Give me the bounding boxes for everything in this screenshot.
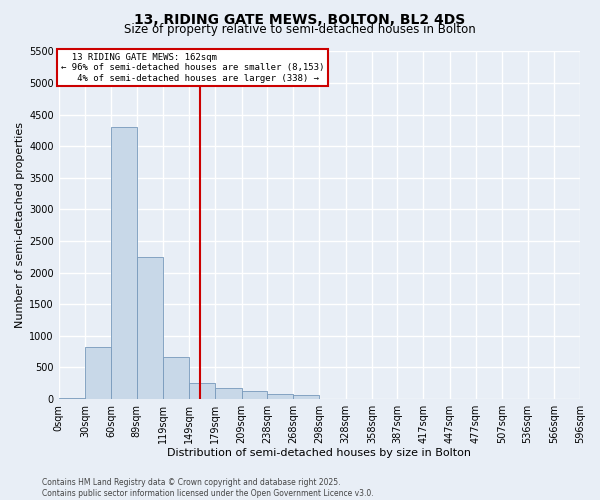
Text: 13 RIDING GATE MEWS: 162sqm
← 96% of semi-detached houses are smaller (8,153)
  : 13 RIDING GATE MEWS: 162sqm ← 96% of sem… <box>61 53 324 82</box>
Bar <box>267 394 293 399</box>
Text: 13, RIDING GATE MEWS, BOLTON, BL2 4DS: 13, RIDING GATE MEWS, BOLTON, BL2 4DS <box>134 12 466 26</box>
Y-axis label: Number of semi-detached properties: Number of semi-detached properties <box>15 122 25 328</box>
Bar <box>189 384 215 399</box>
Bar <box>85 346 111 399</box>
Bar <box>215 388 242 399</box>
Bar <box>242 391 267 399</box>
Bar <box>163 357 189 399</box>
Bar <box>137 257 163 399</box>
Text: Contains HM Land Registry data © Crown copyright and database right 2025.
Contai: Contains HM Land Registry data © Crown c… <box>42 478 374 498</box>
X-axis label: Distribution of semi-detached houses by size in Bolton: Distribution of semi-detached houses by … <box>167 448 472 458</box>
Bar <box>59 398 85 399</box>
Bar <box>293 396 319 399</box>
Text: Size of property relative to semi-detached houses in Bolton: Size of property relative to semi-detach… <box>124 22 476 36</box>
Bar <box>111 128 137 399</box>
